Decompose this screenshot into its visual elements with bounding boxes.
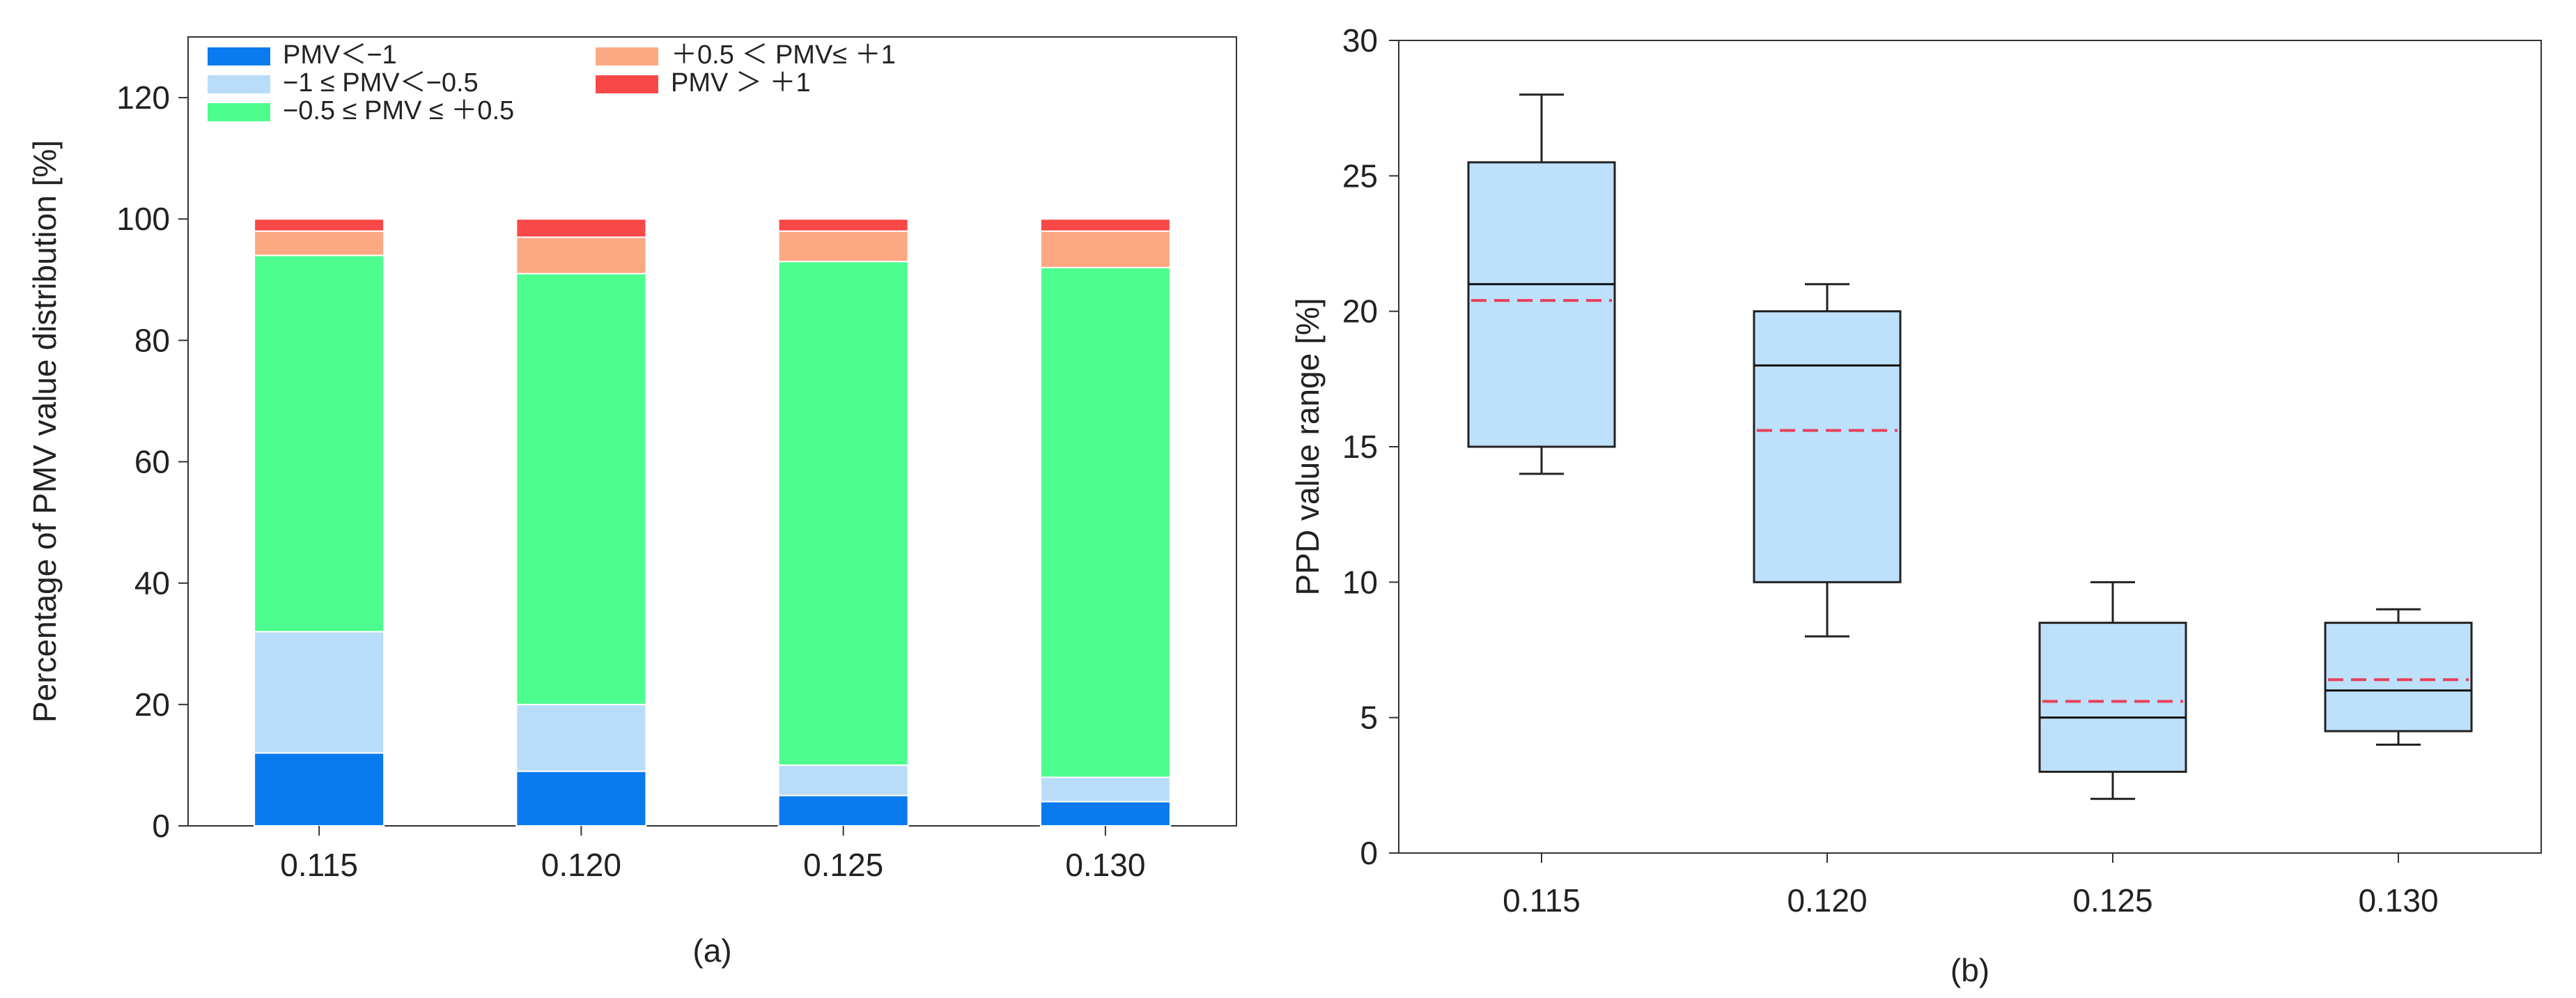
panel-a-x-axis-ticks: 0.115 0.120 0.125 0.130 [280,826,1145,883]
x-tick-label: 0.120 [1787,882,1867,919]
bar-0.130-series-1 [1039,776,1171,803]
bar-0.120-series-2 [515,272,647,705]
y-tick-label: 0 [1360,835,1378,871]
panel-b-y-axis-label: PPD value range [%] [1289,298,1326,595]
y-tick-label: 5 [1360,700,1378,736]
bar-0.115-series-4 [254,218,385,232]
bar-0.120-series-3 [515,236,647,275]
y-tick-label: 10 [1342,564,1378,600]
bar-0.125-series-2 [777,261,909,766]
legend-swatch [208,103,270,121]
panel-a-plot-frame [187,36,1237,827]
box-0.125 [2038,622,2187,773]
panel-a-legend: PMV＜−1−1 ≤ PMV＜−0.5−0.5 ≤ PMV ≤ ＋0.5 ＋0.5… [208,40,896,125]
bar-0.130-series-4 [1039,218,1171,232]
y-tick-label: 20 [134,686,170,723]
bar-0.120-series-4 [515,218,647,238]
bar-0.115-series-0 [254,752,385,827]
x-tick-label: 0.130 [2358,882,2438,919]
legend-label: ＋0.5 ＜ PMV≤ ＋1 [671,40,896,70]
panel-a-caption: (a) [692,932,731,969]
x-tick-label: 0.120 [541,847,621,883]
y-tick-label: 120 [116,79,170,116]
legend-label: −0.5 ≤ PMV ≤ ＋0.5 [283,96,514,125]
legend-swatch [596,47,658,66]
panel-a-y-axis-ticks: 0 20 40 60 80 100 120 [116,79,188,844]
bar-0.125-series-4 [777,218,909,232]
bar-0.115-series-3 [254,230,385,256]
y-tick-label: 100 [116,201,170,237]
bar-0.130-series-2 [1039,266,1171,778]
legend-label: PMV＜−1 [283,40,397,70]
x-tick-label: 0.115 [1503,882,1581,919]
panel-b-x-axis-ticks: 0.115 0.120 0.125 0.130 [1503,853,2439,919]
y-tick-label: 20 [1342,293,1378,330]
panel-b-y-axis-ticks: 0 5 10 15 20 25 30 [1342,22,1399,871]
bar-0.125-series-3 [777,230,909,263]
legend-swatch [596,75,658,93]
bar-0.125-series-1 [777,764,909,797]
bar-0.130-series-3 [1039,230,1171,268]
panel-a-bars [254,218,1171,827]
bar-0.125-series-0 [777,794,909,827]
panel-b-boxes [1467,93,2473,800]
bar-0.115-series-1 [254,631,385,754]
box-0.130 [2324,622,2473,732]
panel-b-box-plot: 0 5 10 15 20 25 30 0.115 0.120 0.125 0.130 PPD va… [1289,22,2542,988]
bar-0.120-series-1 [515,703,647,772]
box-0.120 [1753,310,1902,583]
y-tick-label: 30 [1342,22,1378,59]
x-tick-label: 0.125 [2072,882,2152,919]
bar-0.120-series-0 [515,770,647,827]
y-tick-label: 15 [1342,429,1378,465]
y-tick-label: 80 [134,322,170,358]
bar-0.130-series-0 [1039,801,1171,827]
x-tick-label: 0.130 [1065,847,1145,883]
panel-a-stacked-bar-chart: 0 20 40 60 80 100 120 0.115 0.120 0.125 0.130 PMV… [26,36,1237,969]
legend-swatch [208,47,270,66]
legend-swatch [208,75,270,93]
y-tick-label: 25 [1342,158,1378,194]
legend-label: −1 ≤ PMV＜−0.5 [283,68,479,98]
y-tick-label: 40 [134,565,170,601]
legend-label: PMV ＞ ＋1 [671,68,811,98]
panel-a-y-axis-label: Percentage of PMV value distribution [%] [26,140,63,723]
y-tick-label: 60 [134,444,170,480]
x-tick-label: 0.125 [803,847,883,883]
x-tick-label: 0.115 [280,847,358,883]
y-tick-label: 0 [152,808,170,844]
box-0.115 [1467,161,1616,448]
bar-0.115-series-2 [254,254,385,633]
panel-b-caption: (b) [1950,952,1989,988]
